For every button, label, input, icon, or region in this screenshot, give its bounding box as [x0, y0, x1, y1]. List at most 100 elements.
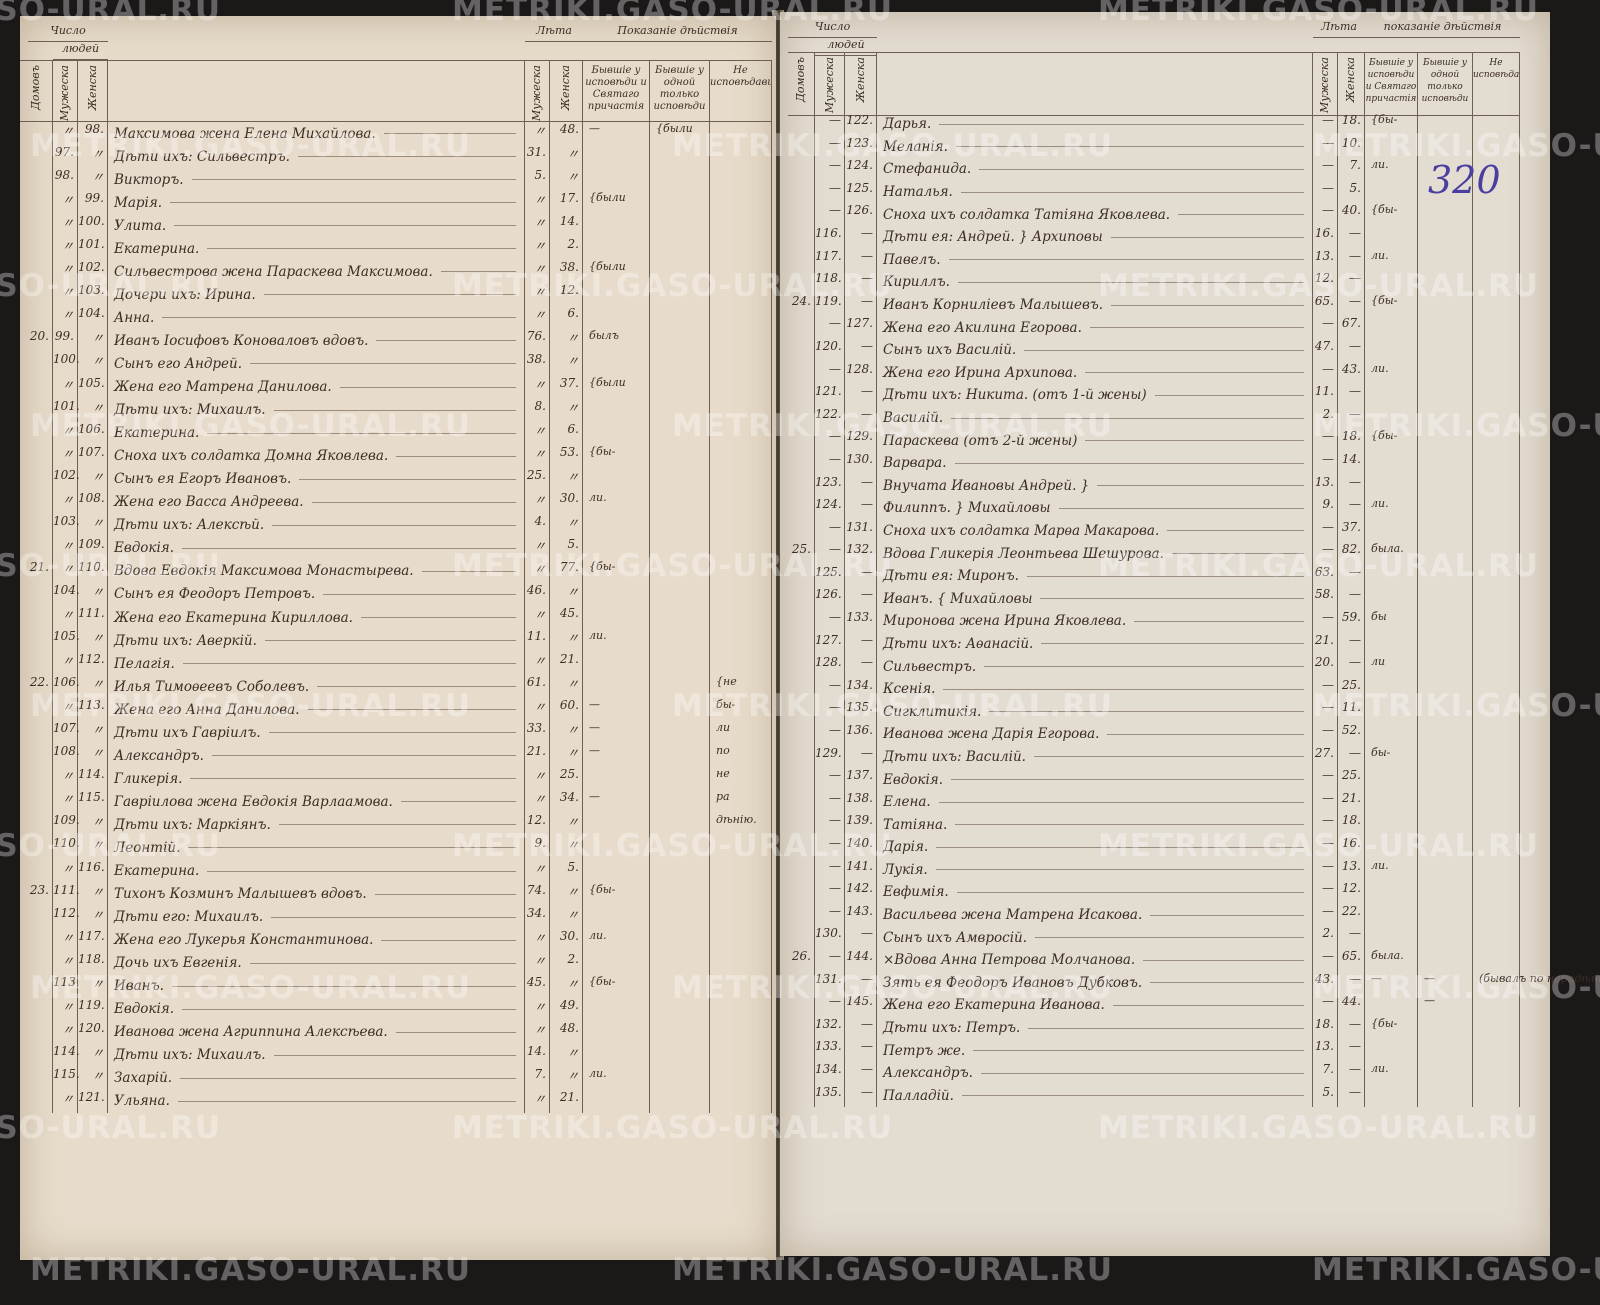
right-page: Число людей Лѣта показаніе дѣйствія Домо… [780, 12, 1600, 1256]
confession-only-note [1418, 768, 1473, 791]
confession-only-note [650, 951, 710, 975]
male-number: 109. [53, 813, 80, 837]
age-female: — [1338, 587, 1365, 611]
not-confessed-note [1473, 271, 1520, 294]
confession-communion-note [1365, 723, 1418, 746]
house-number [20, 1089, 53, 1114]
not-confessed-note [710, 398, 772, 422]
female-number: 140. [845, 836, 877, 859]
person-name: Жена его Васса Андреева. [108, 490, 525, 514]
person-name: Жена его Екатерина Иванова. [877, 994, 1313, 1017]
female-number: — [845, 1084, 877, 1108]
male-number: — [815, 180, 845, 204]
header-confession-only: Бывшіе у одной только исповѣди [1418, 53, 1473, 115]
male-number: — [815, 768, 845, 791]
person-name-text: Василій. [883, 410, 944, 427]
house-number [20, 605, 53, 630]
ditto-line [973, 1050, 1304, 1052]
confession-communion-note [1365, 813, 1418, 836]
not-confessed-note [1473, 994, 1520, 1017]
confession-only-note [650, 283, 710, 307]
age-male: — [1313, 451, 1338, 475]
confession-only-note [1418, 474, 1473, 498]
confession-communion-note: — [583, 698, 650, 722]
not-confessed-note [710, 145, 772, 169]
confession-only-note [1418, 384, 1473, 407]
house-number [20, 721, 53, 745]
confession-only-note [650, 191, 710, 215]
male-number: 101. [53, 398, 80, 422]
not-confessed-note [710, 997, 772, 1021]
male-number: 〃 [53, 951, 78, 975]
confession-only-note [650, 559, 710, 583]
confession-only-note [1418, 836, 1473, 859]
person-name: Гавріилова жена Евдокія Варлаамова. [108, 790, 525, 814]
confession-communion-note: — [1365, 971, 1418, 995]
person-name-text: Сноха ихъ солдатка Татіяна Яковлева. [883, 206, 1171, 223]
confession-communion-note: ли. [1365, 1061, 1418, 1085]
ditto-line [207, 248, 516, 250]
not-confessed-note [1473, 338, 1520, 362]
ditto-line [383, 133, 516, 135]
person-name: Жена его Ирина Архипова. [877, 361, 1313, 385]
male-number: — [815, 994, 845, 1017]
person-name-text: Параскева (отъ 2-й жены) [883, 432, 1078, 449]
age-male: 〃 [525, 306, 550, 330]
house-number [20, 122, 53, 146]
person-name: Сноха ихъ солдатка Марѳа Макарова. [877, 519, 1313, 543]
female-number: — [845, 293, 877, 317]
not-confessed-note [1473, 497, 1520, 520]
female-number: 〃 [78, 513, 108, 537]
person-name-text: Дѣти ихъ: Маркіянъ. [114, 816, 271, 833]
confession-only-note [1418, 158, 1473, 181]
age-male: — [1313, 677, 1338, 701]
male-number: — [815, 361, 845, 385]
male-number: 〃 [53, 652, 78, 676]
left-register-table: 〃 98. Максимова жена Елена Михайлова. 〃 48. —… [20, 122, 772, 1256]
person-name-text: Васильева жена Матрена Исакова. [883, 907, 1143, 924]
female-number: — [845, 564, 877, 588]
house-number [788, 180, 815, 204]
male-number: 117. [815, 248, 845, 272]
age-male: 65. [1313, 293, 1338, 317]
person-name-text: Дочери ихъ: Ирина. [114, 286, 256, 303]
not-confessed-note [710, 1020, 772, 1044]
not-confessed-note [1473, 813, 1520, 836]
age-female: — [1338, 248, 1365, 272]
person-name-text: Петръ же. [883, 1042, 966, 1059]
ditto-line [299, 478, 516, 480]
not-confessed-note: (бывалъ по нерадѣнію) [1473, 971, 1600, 995]
age-male: — [1313, 610, 1338, 633]
confession-only-note [650, 1020, 710, 1044]
confession-only-note [650, 744, 710, 768]
house-number [788, 384, 815, 407]
female-number: — [845, 1039, 877, 1062]
confession-communion-note [583, 767, 650, 791]
ditto-line [162, 317, 516, 319]
person-name: Евдокія. [877, 768, 1313, 791]
not-confessed-note [1473, 655, 1520, 678]
confession-only-note [650, 698, 710, 722]
ditto-line [960, 191, 1304, 193]
person-name: Дѣти ихъ: Аверкій. [108, 629, 525, 653]
male-number: — [815, 903, 845, 927]
ditto-line [1143, 959, 1304, 961]
header-people-group: людей [53, 42, 108, 60]
female-number: 137. [845, 768, 877, 791]
person-name-text: Палладій. [883, 1087, 954, 1104]
house-number [788, 406, 815, 430]
age-male: 〃 [525, 559, 550, 583]
age-male: 〃 [525, 260, 550, 284]
person-name-text: Дарія. [883, 839, 929, 856]
age-male: 〃 [525, 283, 550, 307]
person-name: Внучата Ивановы Андрей. } [877, 474, 1313, 498]
person-name: Евдокія. [108, 997, 525, 1021]
male-number: 106. [53, 675, 80, 699]
age-female: 12. [550, 283, 583, 307]
age-male: 45. [525, 974, 550, 998]
person-name-text: Екатерина. [114, 425, 200, 442]
age-male: 34. [525, 905, 550, 929]
house-number [788, 564, 815, 588]
person-name-text: Дѣти его: Михаилъ. [114, 909, 264, 926]
header-count-group: Число [28, 24, 108, 42]
